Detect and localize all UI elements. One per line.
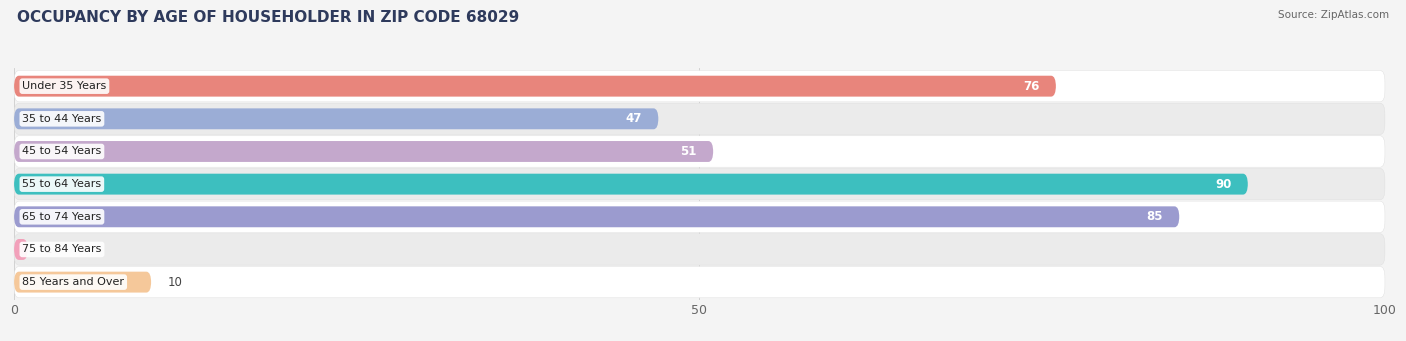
Text: 85: 85 <box>1146 210 1163 223</box>
FancyBboxPatch shape <box>14 206 1180 227</box>
Text: OCCUPANCY BY AGE OF HOUSEHOLDER IN ZIP CODE 68029: OCCUPANCY BY AGE OF HOUSEHOLDER IN ZIP C… <box>17 10 519 25</box>
FancyBboxPatch shape <box>14 136 1385 167</box>
Text: 76: 76 <box>1024 80 1039 93</box>
FancyBboxPatch shape <box>14 266 1385 298</box>
Text: 51: 51 <box>681 145 697 158</box>
FancyBboxPatch shape <box>14 239 28 260</box>
FancyBboxPatch shape <box>14 272 152 293</box>
Text: 65 to 74 Years: 65 to 74 Years <box>22 212 101 222</box>
FancyBboxPatch shape <box>14 108 658 129</box>
Text: 35 to 44 Years: 35 to 44 Years <box>22 114 101 124</box>
Text: 75 to 84 Years: 75 to 84 Years <box>22 244 101 254</box>
Text: 47: 47 <box>626 112 643 125</box>
FancyBboxPatch shape <box>14 141 713 162</box>
Text: 55 to 64 Years: 55 to 64 Years <box>22 179 101 189</box>
FancyBboxPatch shape <box>14 168 1385 200</box>
FancyBboxPatch shape <box>14 201 1385 233</box>
Text: Under 35 Years: Under 35 Years <box>22 81 107 91</box>
FancyBboxPatch shape <box>14 76 1056 97</box>
FancyBboxPatch shape <box>14 174 1249 195</box>
FancyBboxPatch shape <box>14 103 1385 134</box>
FancyBboxPatch shape <box>14 71 1385 102</box>
Text: 90: 90 <box>1215 178 1232 191</box>
Text: 45 to 54 Years: 45 to 54 Years <box>22 147 101 157</box>
Text: Source: ZipAtlas.com: Source: ZipAtlas.com <box>1278 10 1389 20</box>
FancyBboxPatch shape <box>14 234 1385 265</box>
Text: 85 Years and Over: 85 Years and Over <box>22 277 124 287</box>
Text: 1: 1 <box>44 243 52 256</box>
Text: 10: 10 <box>167 276 183 288</box>
